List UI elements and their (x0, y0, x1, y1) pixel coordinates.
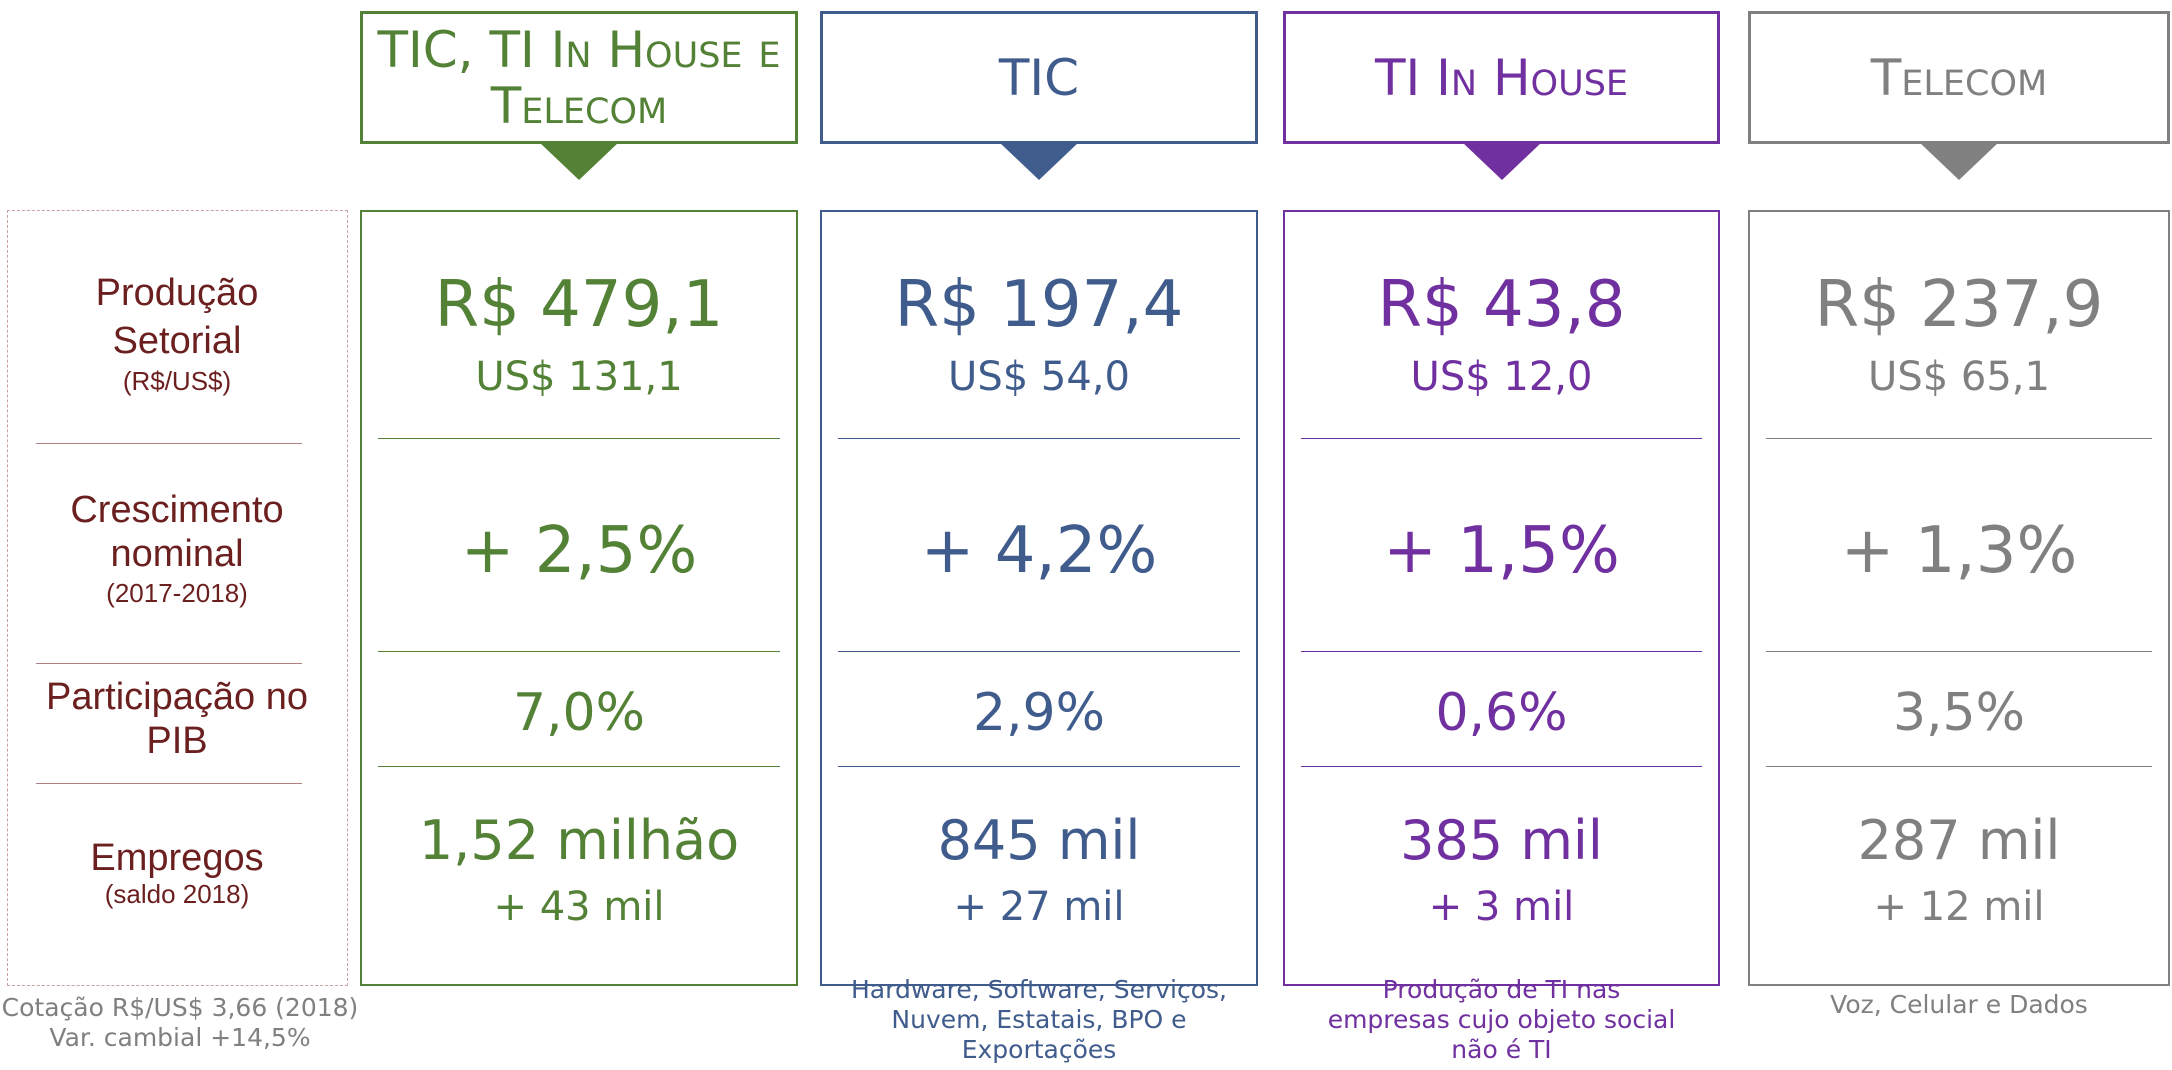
footnote: Cotação R$/US$ 3,66 (2018) (1, 993, 359, 1022)
separator (36, 443, 302, 444)
row-unit: (2017-2018) (106, 578, 248, 609)
jobs: 385 mil (1400, 808, 1603, 872)
column-box (360, 210, 798, 986)
row-unit: (saldo 2018) (104, 879, 250, 910)
growth: + 1,5% (1383, 513, 1620, 588)
production-brl: R$ 197,4 (894, 267, 1184, 342)
row-label: PIB (146, 720, 208, 763)
label-box (7, 210, 348, 986)
separator (1766, 651, 2152, 652)
separator (838, 651, 1240, 652)
column-title: TI In House (1374, 49, 1629, 107)
jobs: 845 mil (937, 808, 1141, 872)
jobs-change: + 12 mil (1873, 884, 2045, 930)
column-title: Telecom (1870, 49, 2048, 107)
gdp-share: 2,9% (972, 682, 1106, 743)
header-arrow (1461, 142, 1542, 180)
header-arrow (1919, 142, 1999, 180)
production-brl: R$ 479,1 (434, 267, 724, 342)
column-title: TIC, TI In House e (377, 21, 781, 79)
gdp-share: 0,6% (1435, 682, 1568, 743)
production-usd: US$ 12,0 (1410, 354, 1593, 400)
row-label: nominal (110, 533, 244, 576)
separator (1301, 651, 1702, 652)
gdp-share: 3,5% (1892, 682, 2026, 743)
jobs: 287 mil (1857, 808, 2061, 872)
separator (36, 783, 302, 784)
growth: + 2,5% (460, 513, 698, 588)
row-label: Setorial (112, 320, 242, 363)
separator (838, 766, 1240, 767)
separator (1766, 438, 2152, 439)
header-arrow (999, 142, 1079, 180)
production-usd: US$ 54,0 (948, 354, 1130, 400)
column-note: empresas cujo objeto social (1327, 1005, 1676, 1034)
column-note: Exportações (961, 1035, 1117, 1064)
row-label: Participação no (46, 676, 308, 719)
row-label: Crescimento (70, 489, 284, 532)
column-box (1283, 210, 1720, 986)
footnote: Var. cambial +14,5% (49, 1023, 311, 1052)
jobs-change: + 27 mil (953, 884, 1125, 930)
row-label: Empregos (90, 837, 264, 880)
column-note: Nuvem, Estatais, BPO e (891, 1005, 1187, 1034)
separator (378, 651, 780, 652)
header-arrow (539, 142, 619, 180)
row-unit: (R$/US$) (122, 366, 232, 397)
production-usd: US$ 65,1 (1868, 354, 2050, 400)
column-note: não é TI (1451, 1035, 1552, 1064)
column-note: Hardware, Software, Serviços, (851, 975, 1227, 1004)
jobs: 1,52 milhão (418, 808, 740, 872)
production-brl: R$ 43,8 (1377, 267, 1626, 342)
growth: + 1,3% (1840, 513, 2078, 588)
column-title: TIC (998, 49, 1080, 107)
row-label: Produção (95, 272, 259, 315)
separator (36, 663, 302, 664)
gdp-share: 7,0% (512, 682, 646, 743)
jobs-change: + 43 mil (493, 884, 665, 930)
column-box (1748, 210, 2170, 986)
production-usd: US$ 131,1 (475, 354, 683, 400)
production-brl: R$ 237,9 (1814, 267, 2104, 342)
column-title: Telecom (490, 77, 668, 135)
separator (378, 438, 780, 439)
column-note: Voz, Celular e Dados (1830, 990, 2088, 1019)
column-note: Produção de TI nas (1382, 975, 1621, 1004)
separator (1766, 766, 2152, 767)
separator (378, 766, 780, 767)
column-box (820, 210, 1258, 986)
growth: + 4,2% (920, 513, 1158, 588)
separator (838, 438, 1240, 439)
jobs-change: + 3 mil (1428, 884, 1575, 930)
separator (1301, 438, 1702, 439)
separator (1301, 766, 1702, 767)
